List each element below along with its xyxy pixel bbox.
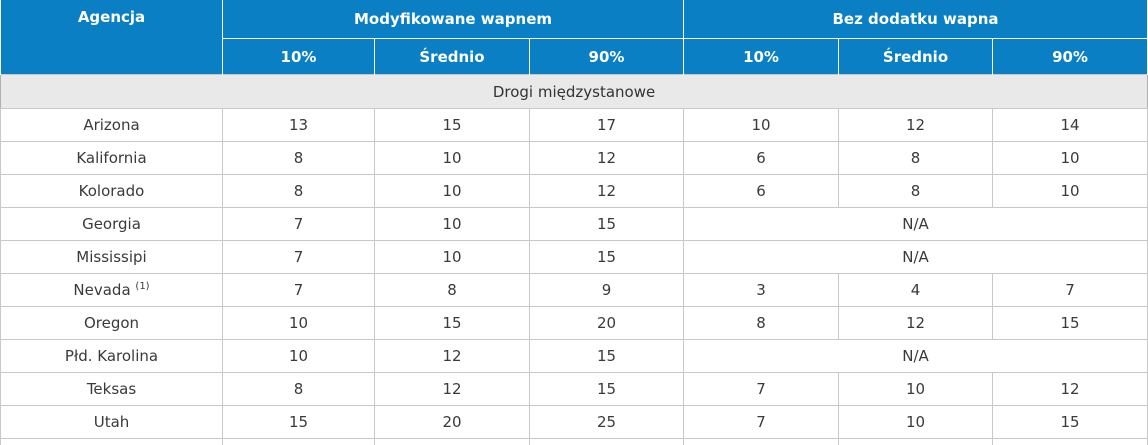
agency-name: Płd. Karolina [65,347,158,365]
cell-lime-mean: 10 [375,241,530,274]
cell-nolime-p90: 14 [993,109,1148,142]
cell-nolime-p10: 8 [684,307,839,340]
cell-agency: Kalifornia [1,142,223,175]
agency-name: Teksas [87,380,136,398]
header-nolime-p90: 90% [993,39,1148,75]
cell-nolime-mean: 8 [839,175,993,208]
cell-lime-p10: 7 [223,208,375,241]
cell-lime-p90: 17 [530,109,684,142]
cell-nolime-p10: 6 [684,175,839,208]
cell-nolime-mean: 10 [839,406,993,439]
cell-nolime-p10: 3 [684,274,839,307]
cell-lime-p10: 8 [223,142,375,175]
cell-lime-mean: 20 [375,406,530,439]
cell-agency: Płd. Karolina [1,340,223,373]
footnote-marker: (1) [135,281,149,292]
cell-lime-p90: 15 [530,340,684,373]
cell-lime-p90: 15 [530,373,684,406]
cell-nolime-mean: 12 [839,307,993,340]
cell-agency: Teksas [1,373,223,406]
cell-lime-p10: 7 [223,274,375,307]
cell-nolime-mean: 4 [839,274,993,307]
header-lime-mean: Średnio [375,39,530,75]
cell-lime-p10: 8 [223,373,375,406]
agency-name: Kalifornia [76,149,146,167]
cell-nolime-merged: N/A [684,340,1148,373]
cell-agency: Utah [1,406,223,439]
cell-lime-mean: 12 [375,340,530,373]
cell-lime-mean: 15 [375,307,530,340]
cell-lime-mean: 10 [375,142,530,175]
cell-lime-p10: 10 [223,307,375,340]
section-row: Drogi międzystanowe [1,75,1148,109]
cell-lime-p10: 10 [223,340,375,373]
agency-name: Georgia [82,215,141,233]
agency-name: Nevada [73,281,130,299]
header-nolime-mean: Średnio [839,39,993,75]
cell-lime-p90: 15 [530,241,684,274]
cell-nolime-p90: 15 [993,307,1148,340]
cell-agency: Arizona [1,109,223,142]
header-lime-p10: 10% [223,39,375,75]
cell-nolime-p10: 10 [684,109,839,142]
section-title: Drogi międzystanowe [1,75,1148,109]
cell-lime-p10: 15 [223,406,375,439]
cell-lime-mean: 12 [375,373,530,406]
cell-lime-p10: 8 [223,175,375,208]
cell-nolime-mean: 12 [839,109,993,142]
agency-name: Oregon [84,314,139,332]
cell-lime-mean: 8 [375,274,530,307]
cell-nolime-merged: N/A [684,208,1148,241]
cell-agency: Kolorado [1,175,223,208]
cell-nolime-p90: 10 [993,142,1148,175]
agency-name: Mississipi [76,248,146,266]
cell-nolime-merged: N/A [684,241,1148,274]
header-group-no-lime: Bez dodatku wapna [684,0,1148,39]
cell-lime-p90: 12 [530,142,684,175]
cell-agency: Oregon [1,307,223,340]
cell-lime-p10: 7 [223,241,375,274]
cell-nolime-mean: 8 [839,142,993,175]
cell-nolime-p10: 6 [684,142,839,175]
cell-lime-mean: 10 [375,175,530,208]
agency-name: Arizona [83,116,139,134]
header-agency: Agencja [1,0,223,75]
cell-agency: Georgia [1,208,223,241]
cell-lime-mean: 15 [375,109,530,142]
cell-agency: Mississipi [1,241,223,274]
cell-lime-p90: 25 [530,406,684,439]
agency-name: Utah [94,413,130,431]
cell-agency: Nevada (1) [1,274,223,307]
cell-nolime-p10: 7 [684,373,839,406]
cell-lime-p10: 13 [223,109,375,142]
cell-lime-p90: 12 [530,175,684,208]
cell-nolime-mean: 10 [839,373,993,406]
cell-lime-p90: 15 [530,208,684,241]
cell-nolime-p90: 15 [993,406,1148,439]
header-group-lime-modified: Modyfikowane wapnem [223,0,684,39]
header-nolime-p10: 10% [684,39,839,75]
cell-lime-p90: 20 [530,307,684,340]
cell-lime-mean: 10 [375,208,530,241]
cell-nolime-p90: 7 [993,274,1148,307]
header-lime-p90: 90% [530,39,684,75]
cell-nolime-p90: 12 [993,373,1148,406]
cell-nolime-p10: 7 [684,406,839,439]
cell-nolime-p90: 10 [993,175,1148,208]
cell-lime-p90: 9 [530,274,684,307]
agency-name: Kolorado [79,182,145,200]
